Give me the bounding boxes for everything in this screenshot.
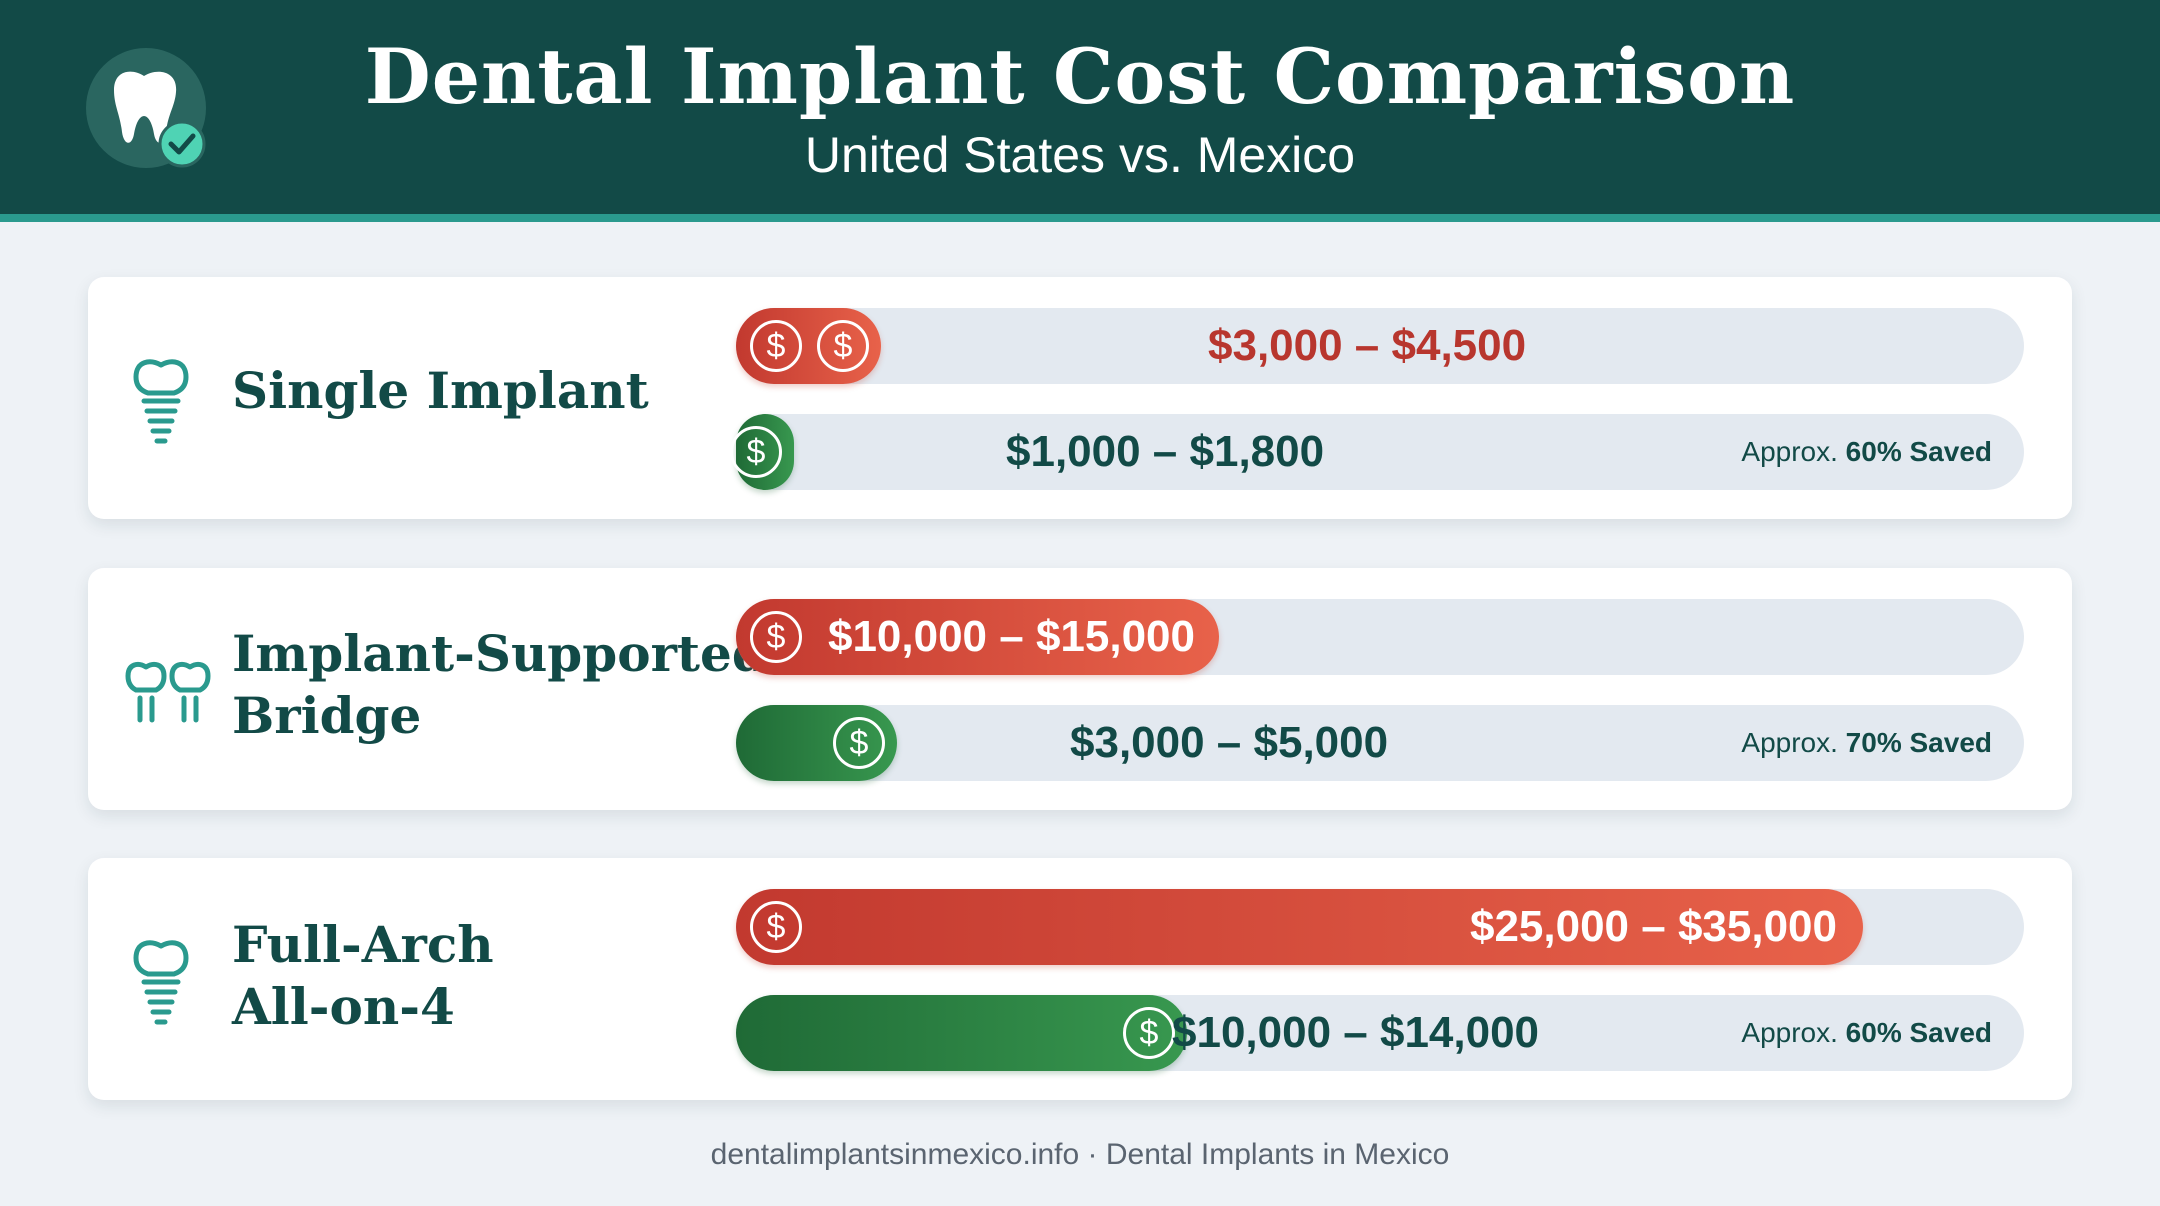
dollar-icon: $ (750, 901, 802, 953)
mx-bar: $ (736, 705, 897, 781)
us-price-label: $3,000 – $4,500 (1208, 321, 1527, 370)
us-bar-track: $ $25,000 – $35,000 (736, 889, 2024, 965)
category-label: Single Implant (232, 361, 649, 420)
savings-label: Approx. 60% Saved (1741, 436, 1992, 467)
comparison-card: Single Implant $ $ $3,000 – $4,500 $ $1,… (88, 277, 2072, 519)
dollar-icon: $ (750, 611, 802, 663)
implant-icon (128, 936, 194, 1033)
comparison-card: Full-Arch All-on-4 $ $25,000 – $35,000 $… (88, 858, 2072, 1100)
header: Dental Implant Cost Comparison United St… (0, 0, 2160, 222)
dollar-icon: $ (750, 320, 802, 372)
page-title: Dental Implant Cost Comparison (364, 32, 1796, 121)
us-price-label: $10,000 – $15,000 (827, 612, 1195, 661)
mx-bar: $ (730, 414, 794, 490)
savings-label: Approx. 70% Saved (1741, 727, 1992, 758)
page-subtitle: United States vs. Mexico (804, 127, 1356, 183)
mx-bar-track: $ $10,000 – $14,000 Approx. 60% Saved (736, 995, 2024, 1071)
us-bar: $ $25,000 – $35,000 (736, 889, 1863, 965)
dollar-icon: $ (817, 320, 869, 372)
tooth-check-icon (86, 48, 206, 168)
bridge-icon (122, 658, 214, 731)
dollar-icon: $ (1123, 1007, 1175, 1059)
dollar-icon: $ (730, 426, 782, 478)
footer-credit: dentalimplantsinmexico.info · Dental Imp… (710, 1138, 1450, 1171)
savings-label: Approx. 60% Saved (1741, 1017, 1992, 1048)
mx-bar: $ (736, 995, 1187, 1071)
us-bar-track: $ $10,000 – $15,000 (736, 599, 2024, 675)
mx-bar-track: $ $3,000 – $5,000 Approx. 70% Saved (736, 705, 2024, 781)
mx-price-label: $10,000 – $14,000 (1172, 1008, 1540, 1057)
us-bar: $ $10,000 – $15,000 (736, 599, 1219, 675)
category-label: Implant-Supported Bridge (232, 624, 767, 745)
mx-price-label: $3,000 – $5,000 (1070, 718, 1389, 767)
dollar-icon: $ (833, 717, 885, 769)
mx-bar-track: $ $1,000 – $1,800 Approx. 60% Saved (730, 414, 2024, 490)
category-label: Full-Arch All-on-4 (232, 915, 494, 1036)
us-bar-track: $ $ $3,000 – $4,500 (736, 308, 2024, 384)
us-bar: $ $ (736, 308, 881, 384)
comparison-card: Implant-Supported Bridge $ $10,000 – $15… (88, 568, 2072, 810)
mx-price-label: $1,000 – $1,800 (1006, 427, 1325, 476)
us-price-label: $25,000 – $35,000 (1469, 902, 1837, 951)
implant-icon (128, 355, 194, 452)
